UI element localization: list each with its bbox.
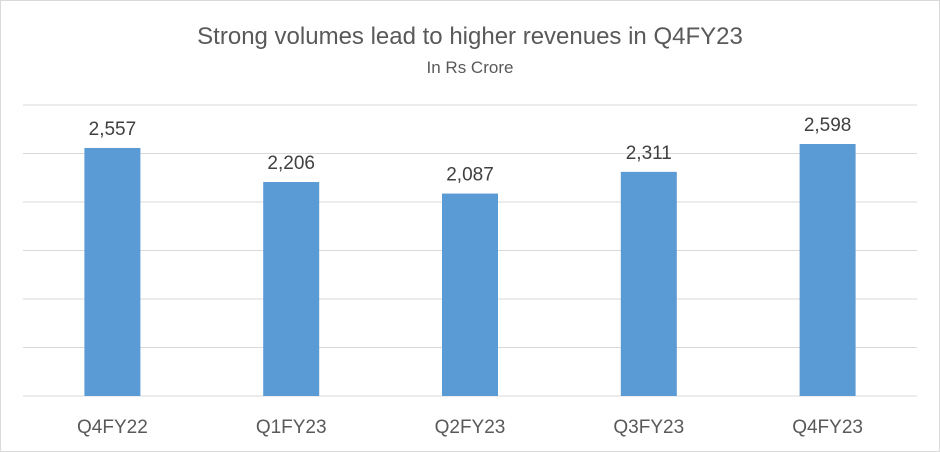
bar-q1fy23 [263,182,320,396]
data-label-q4fy23: 2,598 [804,115,852,136]
x-tick-label-q1fy23: Q1FY23 [256,417,327,438]
bar-q2fy23 [442,193,498,396]
bar-q4fy23 [799,143,856,396]
chart-subtitle: In Rs Crore [426,58,514,77]
data-label-q2fy23: 2,087 [446,165,494,186]
data-label-q1fy23: 2,206 [267,153,315,174]
data-label-q3fy23: 2,311 [626,143,672,164]
bar-q3fy23 [620,171,677,396]
x-tick-label-q2fy23: Q2FY23 [435,417,506,438]
x-tick-label-q3fy23: Q3FY23 [613,417,684,438]
data-label-q4fy22: 2,557 [89,119,137,140]
chart-title: Strong volumes lead to higher revenues i… [197,23,743,50]
bar-q4fy22 [84,147,141,396]
x-tick-label-q4fy23: Q4FY23 [792,417,863,438]
x-tick-label-q4fy22: Q4FY22 [77,417,148,438]
